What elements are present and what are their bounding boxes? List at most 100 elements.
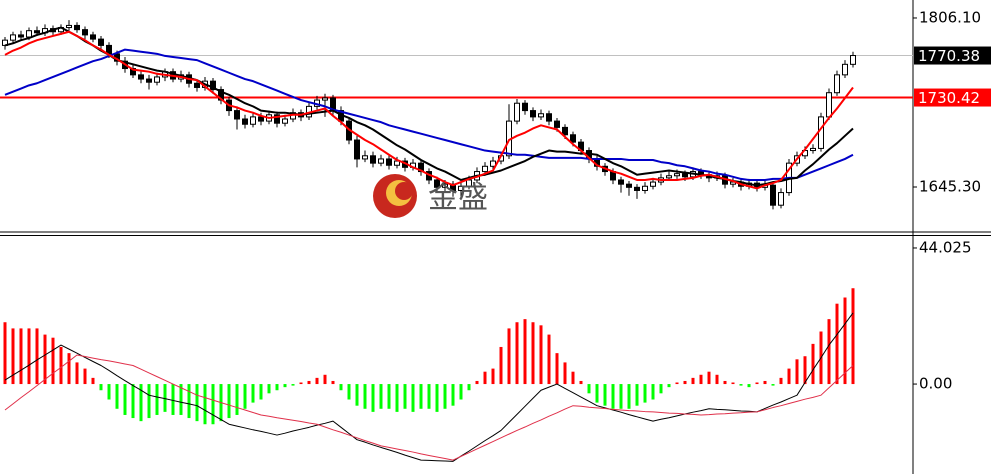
histogram-bar xyxy=(475,380,479,385)
histogram-bar xyxy=(307,380,311,385)
histogram-bar xyxy=(139,384,143,422)
candle-body xyxy=(354,139,360,160)
y-tick-label: 0.00 xyxy=(919,375,952,393)
candle-body xyxy=(642,185,648,191)
panel: 1806.10 1645.30 1770.38 1730.42 xyxy=(0,8,991,210)
histogram-bar xyxy=(811,343,815,385)
histogram-bar xyxy=(507,328,511,385)
histogram-bar xyxy=(107,384,111,400)
histogram-bar xyxy=(555,353,559,385)
candle-body xyxy=(234,110,240,120)
histogram-bar xyxy=(563,362,567,385)
candle-body xyxy=(98,38,104,46)
histogram-bar xyxy=(235,384,239,415)
histogram-bar xyxy=(443,384,447,409)
panel: 44.025 0.00 xyxy=(3,238,972,462)
histogram-bar xyxy=(35,328,39,385)
histogram-bar xyxy=(427,384,431,409)
histogram-bar xyxy=(715,374,719,385)
histogram-bar xyxy=(403,384,407,409)
indicator-line xyxy=(4,312,854,462)
indicator-line xyxy=(4,354,854,461)
candle-body xyxy=(538,113,544,118)
histogram-bar xyxy=(227,384,231,419)
histogram-bar xyxy=(659,384,663,394)
candle-body xyxy=(386,158,392,166)
candle-body xyxy=(442,183,448,188)
histogram-bar xyxy=(603,384,607,406)
histogram-bar xyxy=(435,384,439,412)
histogram-bar xyxy=(195,384,199,422)
candle-body xyxy=(778,192,784,206)
histogram-bar xyxy=(11,328,15,385)
histogram-bar xyxy=(203,384,207,425)
candle-body xyxy=(322,97,328,101)
candle-body xyxy=(18,34,24,38)
histogram-bar xyxy=(571,371,575,385)
histogram-bar xyxy=(451,384,455,406)
candle-body xyxy=(626,183,632,188)
histogram-bar xyxy=(115,384,119,409)
histogram-bar xyxy=(371,384,375,412)
histogram-bar xyxy=(59,346,63,385)
histogram-bar xyxy=(19,328,23,385)
histogram-bar xyxy=(515,322,519,385)
candle-body xyxy=(146,78,152,83)
candle-body xyxy=(514,102,520,122)
candle-body xyxy=(482,165,488,173)
candle-body xyxy=(258,116,264,122)
candle-body xyxy=(250,116,256,125)
histogram-bar xyxy=(419,384,423,409)
histogram-bar xyxy=(259,384,263,400)
histogram-bar xyxy=(51,337,55,385)
candle-body xyxy=(770,184,776,206)
histogram-bar xyxy=(283,384,287,388)
candle-body xyxy=(90,34,96,40)
histogram-bar xyxy=(331,380,335,385)
histogram-bar xyxy=(299,382,303,385)
candle-body xyxy=(362,155,368,160)
histogram-bar xyxy=(147,384,151,419)
histogram-bar xyxy=(483,371,487,385)
candle-body xyxy=(522,102,528,112)
histogram-bar xyxy=(779,377,783,385)
histogram-bar xyxy=(675,382,679,385)
candle-body xyxy=(562,126,568,136)
candle-body xyxy=(674,173,680,177)
indicator-line xyxy=(4,30,854,190)
candle-body xyxy=(138,74,144,80)
histogram-bar xyxy=(163,384,167,412)
histogram-bar xyxy=(611,384,615,409)
histogram-bar xyxy=(691,377,695,385)
histogram-bar xyxy=(667,384,671,388)
histogram-bar xyxy=(755,382,759,385)
price-label: 1770.38 xyxy=(918,47,980,65)
histogram-bar xyxy=(123,384,127,415)
candle-body xyxy=(666,175,672,179)
histogram-bar xyxy=(723,380,727,385)
histogram-bar xyxy=(651,384,655,400)
candle-body xyxy=(818,116,824,149)
candle-body xyxy=(82,29,88,36)
histogram-bar xyxy=(187,384,191,419)
histogram-bar xyxy=(387,384,391,409)
candle-body xyxy=(74,24,80,31)
candle-body xyxy=(810,147,816,152)
histogram-bar xyxy=(547,334,551,385)
watermark-text: 金盛 xyxy=(428,181,488,216)
histogram-bar xyxy=(75,362,79,385)
candle-body xyxy=(378,158,384,164)
logo-inner xyxy=(395,182,413,200)
histogram-bar xyxy=(747,384,751,388)
candle-body xyxy=(370,155,376,164)
candle-body xyxy=(834,74,840,94)
histogram-bar xyxy=(411,384,415,412)
histogram-bar xyxy=(267,384,271,394)
candle-body xyxy=(618,179,624,185)
candle-body xyxy=(650,181,656,187)
histogram-bar xyxy=(731,382,735,385)
candle-body xyxy=(282,118,288,124)
y-tick-label: 44.025 xyxy=(919,238,972,256)
histogram-bar xyxy=(763,380,767,385)
